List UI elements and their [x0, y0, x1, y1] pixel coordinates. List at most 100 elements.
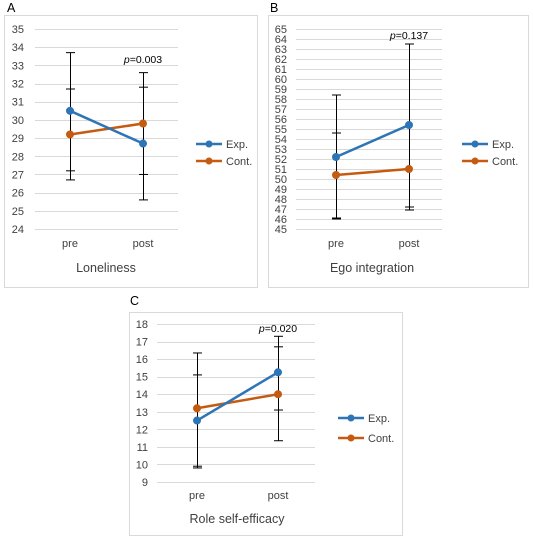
loneliness-y-tick-28: 28 — [12, 151, 24, 163]
ego-integration-chart: 4546474849505152535455565758596061626364… — [275, 24, 519, 275]
role-self-efficacy-cont-pre-point — [193, 404, 201, 413]
role-self-efficacy-x-tick-post: post — [268, 490, 289, 502]
ego-integration-x-tick-labels: pre post — [328, 238, 419, 250]
role-self-efficacy-markers — [193, 368, 282, 425]
loneliness-x-axis-title: Loneliness — [76, 261, 136, 275]
role-self-efficacy-legend: Exp. Cont. — [338, 413, 394, 445]
loneliness-gridlines — [35, 29, 178, 230]
loneliness-legend-cont-swatch-dot — [205, 157, 213, 165]
role-self-efficacy-y-tick-18: 18 — [136, 319, 148, 331]
ego-integration-y-tick-53: 53 — [275, 144, 287, 156]
ego-integration-cont-post-point — [405, 165, 413, 173]
role-self-efficacy-y-tick-14: 14 — [136, 389, 148, 401]
ego-integration-x-tick-pre: pre — [328, 238, 344, 250]
loneliness-y-tick-33: 33 — [12, 60, 24, 72]
loneliness-y-tick-32: 32 — [12, 79, 24, 91]
panel-a-letter: A — [7, 1, 16, 15]
ego-integration-y-tick-62: 62 — [275, 54, 287, 66]
loneliness-y-tick-34: 34 — [12, 42, 24, 54]
ego-integration-cont-line — [335, 167, 410, 177]
ego-integration-y-tick-58: 58 — [275, 94, 287, 106]
role-self-efficacy-series-lines — [196, 371, 279, 422]
role-self-efficacy-chart: 9 10 11 12 13 14 15 16 17 18 pre post Role self-ef… — [136, 319, 395, 526]
loneliness-legend: Exp. Cont. — [196, 139, 252, 168]
role-self-efficacy-legend-exp-label: Exp. — [368, 413, 390, 425]
ego-integration-gridlines — [296, 29, 442, 230]
ego-integration-y-tick-61: 61 — [275, 64, 287, 76]
role-self-efficacy-y-tick-12: 12 — [136, 424, 148, 436]
ego-integration-series-lines — [335, 123, 410, 177]
ego-integration-y-tick-47: 47 — [275, 204, 287, 216]
role-self-efficacy-legend-cont-swatch-dot — [347, 434, 355, 442]
loneliness-chart: 24 25 26 27 28 29 30 31 32 33 34 35 pre post Lonelin… — [12, 24, 253, 275]
ego-integration-legend-cont-swatch-dot — [471, 157, 479, 165]
role-self-efficacy-exp-line — [196, 371, 279, 422]
ego-integration-y-tick-63: 63 — [275, 44, 287, 56]
role-self-efficacy-cont-line — [196, 392, 279, 410]
panel-c-letter: C — [130, 294, 139, 308]
role-self-efficacy-y-tick-labels: 9 10 11 12 13 14 15 16 17 18 — [136, 319, 148, 489]
role-self-efficacy-x-axis-title: Role self-efficacy — [190, 512, 286, 526]
ego-integration-p-value: p=0.137 — [389, 30, 428, 42]
role-self-efficacy-y-tick-11: 11 — [137, 442, 148, 454]
ego-integration-y-tick-51: 51 — [275, 164, 287, 176]
ego-integration-y-tick-45: 45 — [275, 224, 287, 236]
ego-integration-y-tick-50: 50 — [275, 174, 287, 186]
role-self-efficacy-p-value-text: =0.020 — [265, 323, 298, 335]
loneliness-exp-post-point — [139, 139, 147, 148]
ego-integration-y-tick-46: 46 — [275, 214, 287, 226]
ego-integration-x-tick-post: post — [399, 238, 420, 250]
loneliness-y-tick-29: 29 — [12, 133, 24, 145]
loneliness-cont-line — [69, 122, 144, 136]
role-self-efficacy-legend-exp-swatch-dot — [347, 414, 355, 422]
loneliness-y-tick-35: 35 — [12, 24, 24, 36]
role-self-efficacy-exp-pre-point — [193, 416, 201, 425]
role-self-efficacy-legend-cont-label: Cont. — [368, 433, 394, 445]
loneliness-p-symbol: p — [123, 54, 130, 66]
ego-integration-markers — [332, 121, 413, 179]
ego-integration-y-tick-64: 64 — [275, 34, 287, 46]
ego-integration-legend-exp-label: Exp. — [492, 139, 514, 151]
panel-c-frame — [129, 312, 403, 536]
role-self-efficacy-y-tick-15: 15 — [136, 372, 148, 384]
loneliness-x-tick-post: post — [133, 238, 154, 250]
loneliness-exp-line — [69, 109, 144, 145]
loneliness-legend-cont-label: Cont. — [226, 156, 252, 168]
ego-integration-y-tick-49: 49 — [275, 184, 287, 196]
ego-integration-y-tick-57: 57 — [275, 104, 287, 116]
loneliness-y-tick-30: 30 — [12, 115, 24, 127]
role-self-efficacy-gridlines — [157, 324, 315, 483]
ego-integration-y-tick-54: 54 — [275, 134, 287, 146]
role-self-efficacy-x-tick-pre: pre — [189, 490, 205, 502]
loneliness-x-tick-pre: pre — [62, 238, 78, 250]
loneliness-y-tick-26: 26 — [12, 188, 24, 200]
role-self-efficacy-p-symbol: p — [258, 323, 265, 335]
loneliness-y-tick-27: 27 — [12, 169, 24, 181]
role-self-efficacy-y-tick-10: 10 — [136, 459, 148, 471]
ego-integration-exp-post-point — [405, 121, 413, 129]
loneliness-x-tick-labels: pre post — [62, 238, 153, 250]
loneliness-markers — [66, 106, 147, 148]
ego-integration-p-value-text: =0.137 — [396, 30, 429, 42]
ego-integration-y-tick-65: 65 — [275, 24, 287, 36]
panel-b-frame — [268, 15, 529, 288]
loneliness-y-tick-31: 31 — [12, 97, 24, 109]
role-self-efficacy-y-tick-16: 16 — [136, 354, 148, 366]
role-self-efficacy-exp-post-point — [274, 368, 282, 377]
panel-a-frame — [4, 15, 258, 288]
ego-integration-y-tick-55: 55 — [275, 124, 287, 136]
loneliness-p-value: p=0.003 — [123, 54, 162, 66]
loneliness-p-value-text: =0.003 — [130, 54, 163, 66]
ego-integration-cont-pre-point — [332, 171, 340, 179]
role-self-efficacy-cont-post-point — [274, 390, 282, 399]
ego-integration-y-tick-59: 59 — [275, 84, 287, 96]
ego-integration-exp-pre-point — [332, 153, 340, 161]
ego-integration-exp-line — [335, 123, 410, 159]
role-self-efficacy-y-tick-13: 13 — [136, 407, 148, 419]
ego-integration-legend-exp-swatch-dot — [471, 140, 479, 148]
ego-integration-y-tick-48: 48 — [275, 194, 287, 206]
loneliness-y-tick-25: 25 — [12, 206, 24, 218]
ego-integration-legend: Exp. Cont. — [462, 139, 518, 168]
loneliness-cont-post-point — [139, 119, 147, 128]
